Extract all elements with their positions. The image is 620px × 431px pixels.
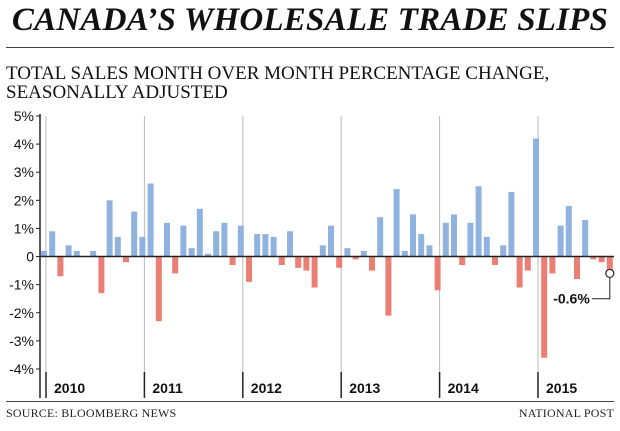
bar [139,236,146,257]
bar [426,245,433,257]
bar [73,250,80,257]
y-tick-label: -2% [9,305,34,321]
y-tick-label: 4% [14,136,34,152]
bar [541,256,548,358]
x-year-label: 2013 [349,380,380,396]
bar [598,256,605,263]
bar [237,225,244,257]
bar [65,245,72,257]
bar [172,256,179,274]
bar [270,236,277,257]
bar [164,222,170,257]
annotation-leader [591,277,611,300]
bar [524,256,531,271]
x-year-label: 2014 [448,380,479,396]
bar [196,208,203,257]
bar [508,191,515,257]
bar [123,256,129,263]
bar [565,205,572,257]
x-year-label: 2011 [152,380,183,396]
bar [98,256,105,294]
bar [344,248,351,257]
bar [434,256,441,291]
bar [475,186,482,257]
bar [582,220,589,257]
y-tick-label: 2% [14,192,34,208]
bar [147,183,154,257]
bar [106,200,113,257]
bar [467,222,474,257]
bar [213,231,220,257]
bar [188,248,195,257]
bar [131,211,138,257]
bar [41,250,47,257]
bar [262,234,269,257]
bar [254,234,261,257]
x-year-label: 2015 [546,380,577,396]
bar [500,245,507,257]
source-note: SOURCE: BLOOMBERG NEWS [6,406,177,420]
bar [90,250,97,257]
bar [328,225,334,257]
bar [385,256,392,316]
y-tick-label: 0 [26,249,34,265]
bar [606,256,613,274]
bar [303,256,310,271]
bar [492,256,498,265]
x-year-label: 2012 [251,380,282,396]
bar [278,256,285,265]
y-tick-label: -1% [9,277,34,293]
chart-subtitle-line-2: SEASONALLY ADJUSTED [6,82,228,103]
bar [516,256,523,288]
bar [287,231,293,257]
bar [229,256,236,265]
bar [246,256,252,282]
annotation-label: -0.6% [553,291,590,307]
bar [377,217,384,257]
annotation-marker [605,268,615,279]
bar [205,253,211,257]
bar [49,231,56,257]
bar [459,256,466,265]
bar [549,256,556,274]
bar [180,225,187,257]
y-tick-label: 3% [14,164,34,180]
credit-note: NATIONAL POST [518,406,614,420]
bar [410,214,416,257]
bar [311,256,318,288]
bar [393,189,400,257]
bar [442,222,449,257]
bar [574,256,580,280]
y-tick-label: 1% [14,220,34,236]
bar [114,236,121,257]
bar [369,256,375,271]
bar [221,222,228,257]
y-tick-label: 5% [14,108,34,124]
footer-rule [6,401,614,402]
bar [295,256,302,268]
bar [533,138,539,257]
bar [483,236,490,257]
chart-subtitle-line-1: TOTAL SALES MONTH OVER MONTH PERCENTAGE … [6,63,550,84]
bar [401,250,408,257]
bar [451,214,457,257]
bar [360,250,367,257]
bar [352,256,359,260]
chart-title: CANADA’S WHOLESALE TRADE SLIPS [11,2,609,38]
y-tick-label: -3% [9,333,34,349]
title-rule [6,47,614,48]
bar [557,225,564,257]
bar [319,245,326,257]
bar [418,234,425,257]
bar [590,256,597,260]
bar [336,256,343,268]
bar [57,256,64,277]
x-year-label: 2010 [54,380,85,396]
y-tick-label: -4% [9,361,34,377]
bar [155,256,162,322]
